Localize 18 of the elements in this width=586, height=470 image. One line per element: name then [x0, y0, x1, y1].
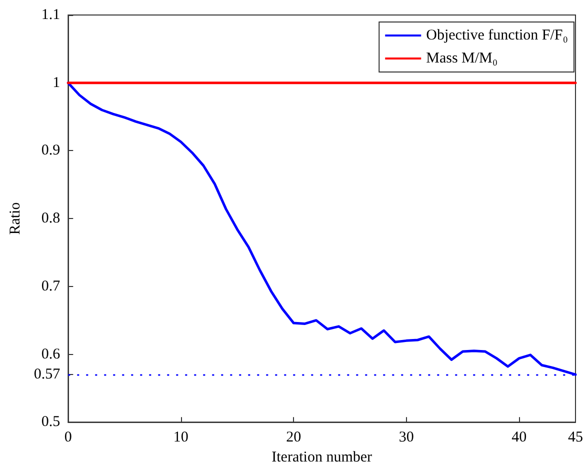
y-tick-label: 0.7	[41, 278, 61, 294]
legend-label: Objective function F/F₀	[426, 28, 568, 44]
legend-label: Mass M/M₀	[426, 50, 498, 66]
x-axis-title: Iteration number	[272, 450, 372, 466]
x-tick-label: 30	[398, 430, 414, 446]
y-tick-label: 1	[52, 74, 60, 91]
y-tick-label: 1.1	[41, 7, 60, 23]
x-tick-label: 40	[512, 430, 527, 446]
y-tick-label: 0.5	[41, 414, 60, 430]
y-tick-label: 0.9	[41, 142, 60, 159]
y-tick-label: 0.57	[34, 366, 61, 383]
y-tick-label: 0.6	[41, 346, 61, 362]
x-tick-label: 10	[173, 430, 188, 446]
x-tick-label: 45	[568, 430, 583, 446]
y-axis-title: Ratio	[8, 202, 24, 235]
y-tick-label: 0.8	[41, 210, 60, 227]
x-tick-label: 20	[286, 430, 302, 446]
x-tick-label: 0	[64, 430, 72, 446]
